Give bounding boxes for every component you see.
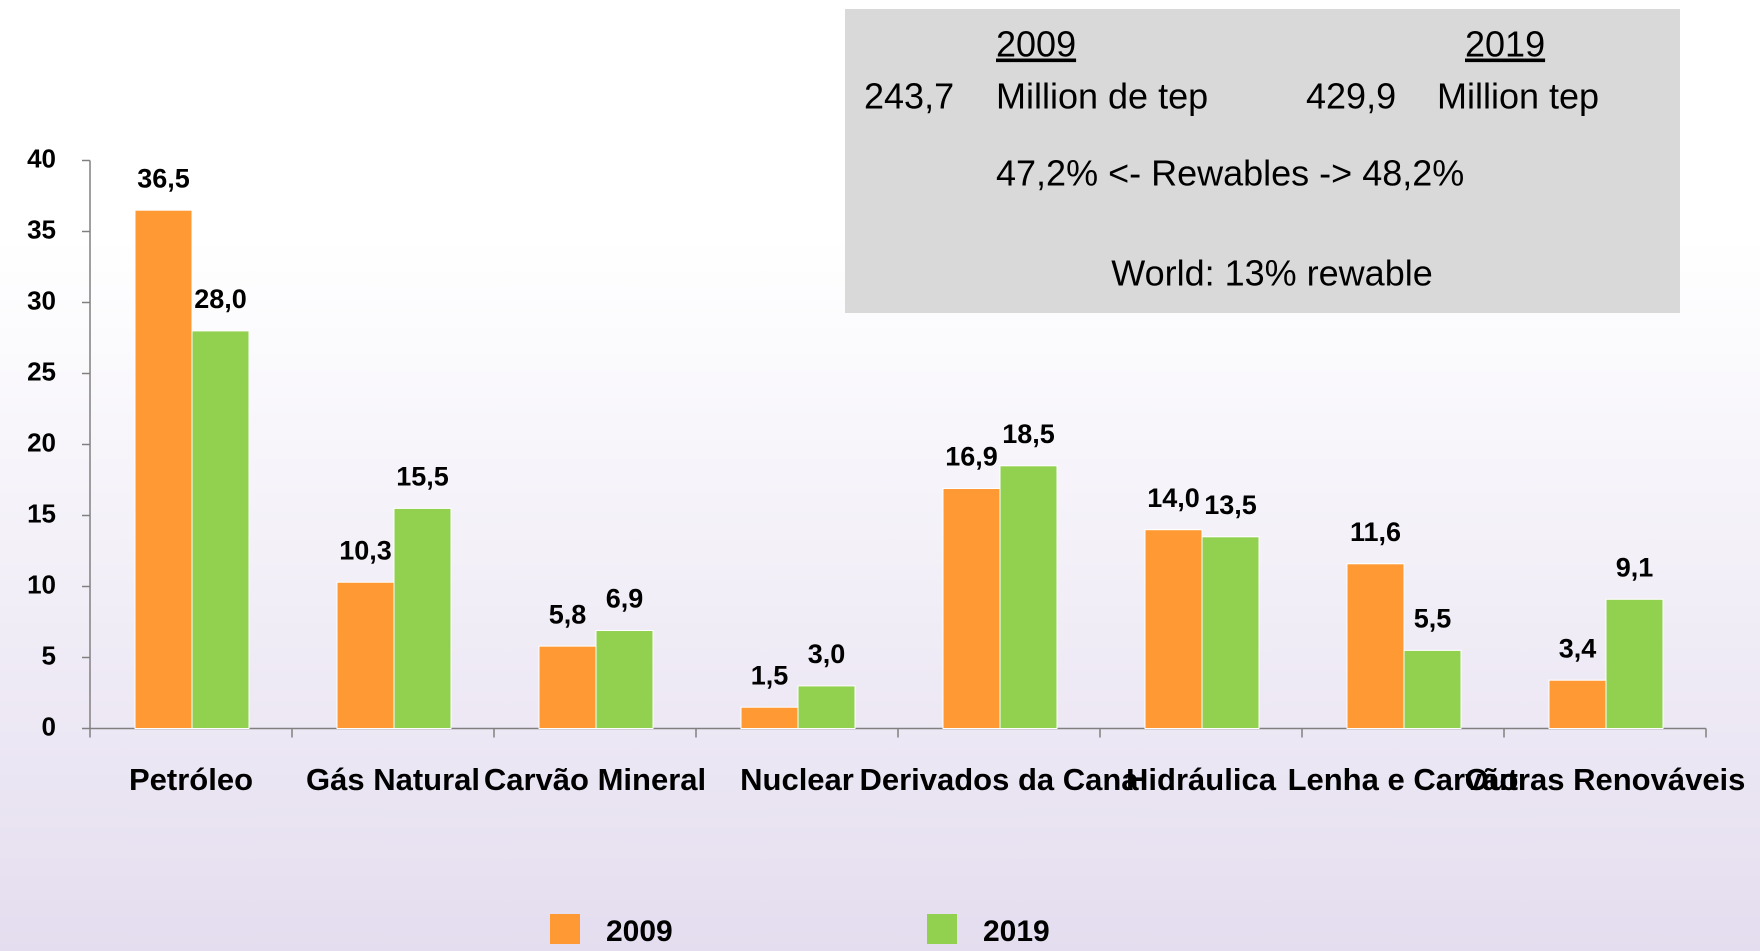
value-label: 15,5 (396, 462, 449, 492)
y-tick-label: 35 (27, 214, 56, 244)
x-tick-label: Derivados da Cana (859, 762, 1139, 797)
x-tick-label: Gás Natural (306, 762, 480, 797)
info-world: World: 13% rewable (1111, 253, 1433, 294)
y-tick-label: 25 (27, 356, 56, 386)
value-label: 3,4 (1559, 633, 1597, 663)
value-label: 13,5 (1204, 490, 1257, 520)
value-label: 6,9 (606, 584, 644, 614)
info-total: 429,9 (1306, 76, 1396, 117)
bar (999, 465, 1058, 729)
x-tick-label: Nuclear (740, 762, 854, 797)
value-label: 16,9 (945, 442, 998, 472)
value-label: 28,0 (194, 284, 247, 314)
bar (393, 507, 452, 729)
bar (740, 706, 799, 730)
value-label: 5,8 (549, 599, 587, 629)
bar (336, 581, 395, 729)
x-tick-label: Lenha e Carvão (1288, 762, 1519, 797)
bar (1144, 529, 1203, 730)
value-label: 3,0 (808, 639, 846, 669)
bar (1548, 679, 1607, 729)
x-tick-label: Hidráulica (1126, 762, 1277, 797)
info-total: 243,7 (864, 76, 954, 117)
legend-swatch (550, 914, 580, 944)
info-unit: Million de tep (996, 76, 1208, 117)
bar (797, 685, 856, 730)
bar (191, 330, 250, 729)
value-label: 1,5 (751, 660, 789, 690)
bar (1346, 563, 1405, 730)
bar (1605, 598, 1664, 730)
info-year: 2009 (996, 24, 1076, 65)
y-tick-label: 10 (27, 569, 56, 599)
bar (134, 209, 193, 729)
legend-label: 2019 (983, 915, 1050, 948)
value-label: 11,6 (1350, 517, 1401, 547)
value-label: 10,3 (339, 535, 392, 565)
x-tick-label: Petróleo (129, 762, 253, 797)
bar (595, 630, 654, 730)
y-tick-label: 15 (27, 498, 56, 528)
y-tick-label: 30 (27, 285, 56, 315)
bar (942, 488, 1001, 729)
info-unit: Million tep (1437, 76, 1599, 117)
y-tick-label: 40 (27, 143, 56, 173)
y-tick-label: 20 (27, 427, 56, 457)
value-label: 5,5 (1414, 604, 1452, 634)
x-tick-label: Carvão Mineral (484, 762, 706, 797)
bar (1201, 536, 1260, 729)
x-tick-label: Outras Renováveis (1465, 762, 1746, 797)
legend-label: 2009 (606, 915, 673, 948)
bar (538, 645, 597, 730)
bar (1403, 649, 1462, 730)
legend-swatch (927, 914, 957, 944)
value-label: 36,5 (137, 163, 190, 193)
value-label: 14,0 (1147, 483, 1200, 513)
info-year: 2019 (1465, 24, 1545, 65)
value-label: 9,1 (1616, 552, 1654, 582)
y-tick-label: 5 (42, 640, 56, 670)
info-box (845, 9, 1680, 313)
info-renewables: 47,2% <- Rewables -> 48,2% (996, 153, 1464, 194)
y-tick-label: 0 (42, 711, 56, 741)
value-label: 18,5 (1002, 419, 1055, 449)
